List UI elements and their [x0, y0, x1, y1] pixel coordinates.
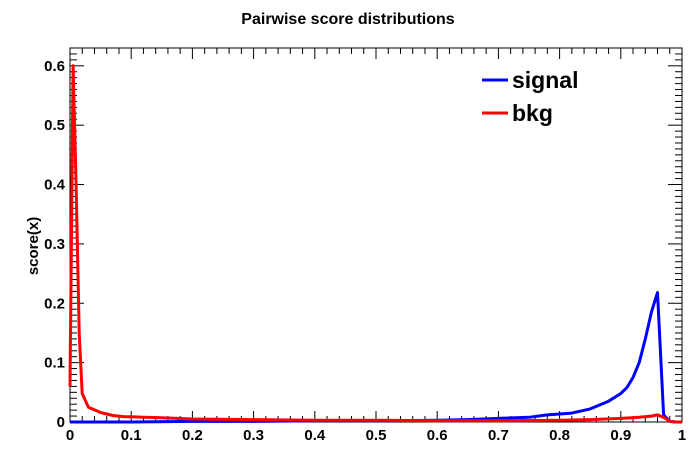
- x-tick-label: 0.8: [549, 427, 570, 444]
- tick-labels: 0 0.1 0.2 0.3 0.4 0.5 0.6 0.7 0.8 0.9 1 0 0.1 0.2 0.3 0…: [44, 58, 686, 444]
- x-tick-label: 0.1: [121, 427, 142, 444]
- legend-label-signal: signal: [512, 67, 578, 93]
- y-axis-label: score(x): [25, 217, 42, 275]
- y-tick-label: 0.4: [44, 177, 66, 194]
- y-tick-label: 0.6: [44, 58, 65, 75]
- y-tick-label: 0.5: [44, 117, 65, 134]
- x-tick-label: 0.9: [610, 427, 631, 444]
- series-lines: [68, 64, 682, 424]
- plot-frame: [69, 47, 683, 423]
- y-tick-label: 0.2: [44, 295, 65, 312]
- legend-label-bkg: bkg: [512, 100, 553, 126]
- y-tick-label: 0.1: [44, 355, 65, 372]
- y-tick-label: 0: [57, 414, 65, 431]
- x-tick-label: 0.2: [182, 427, 203, 444]
- x-tick-label: 1: [678, 427, 686, 444]
- x-tick-label: 0.6: [427, 427, 448, 444]
- x-tick-label: 0.4: [304, 427, 326, 444]
- x-tick-label: 0.7: [488, 427, 509, 444]
- axis-ticks: [69, 48, 683, 423]
- legend: signal bkg: [482, 67, 578, 126]
- x-tick-label: 0.3: [243, 427, 264, 444]
- x-tick-label: 0: [66, 427, 74, 444]
- series-line-signal: [70, 291, 682, 424]
- y-tick-label: 0.3: [44, 236, 65, 253]
- chart-title: Pairwise score distributions: [241, 11, 455, 28]
- series-line-bkg: [68, 64, 682, 424]
- x-tick-label: 0.5: [366, 427, 387, 444]
